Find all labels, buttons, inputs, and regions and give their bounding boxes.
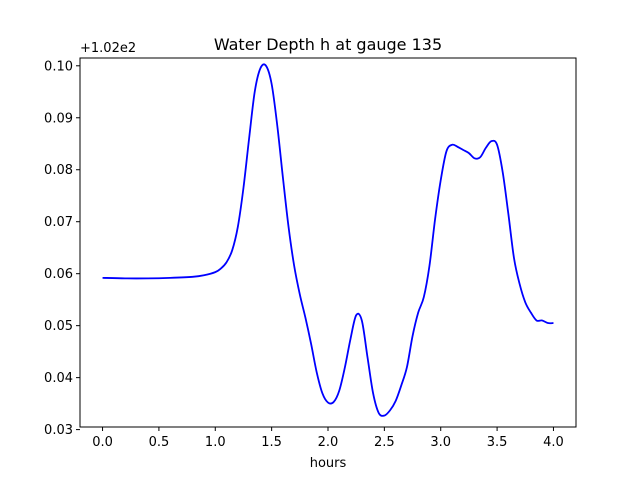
x-axis-label: hours	[310, 456, 347, 471]
y-tick-label: 0.05	[44, 319, 73, 334]
x-tick-label: 3.5	[487, 435, 508, 450]
x-tick-label: 3.0	[430, 435, 451, 450]
y-axis-ticks: 0.03 0.04 0.05 0.06 0.07 0.08 0.09 0.10	[44, 59, 80, 438]
y-tick-label: 0.09	[44, 111, 73, 126]
x-tick-label: 2.0	[318, 435, 339, 450]
plot-layer	[102, 63, 554, 417]
y-axis-offset-label: +1.02e2	[80, 41, 136, 56]
x-tick-label: 2.5	[374, 435, 395, 450]
y-tick-label: 0.03	[44, 423, 73, 438]
y-tick-label: 0.04	[44, 371, 73, 386]
x-tick-label: 0.0	[92, 435, 113, 450]
y-tick-label: 0.10	[44, 59, 73, 74]
y-tick-label: 0.08	[44, 163, 73, 178]
x-tick-label: 4.0	[543, 435, 564, 450]
chart-title: Water Depth h at gauge 135	[214, 35, 442, 54]
x-tick-label: 0.5	[149, 435, 170, 450]
y-tick-label: 0.07	[44, 215, 73, 230]
x-tick-label: 1.0	[205, 435, 226, 450]
x-tick-label: 1.5	[261, 435, 282, 450]
series-line	[102, 63, 554, 417]
y-tick-label: 0.06	[44, 267, 73, 282]
x-axis-ticks: 0.0 0.5 1.0 1.5 2.0 2.5 3.0 3.5 4.0	[92, 427, 564, 450]
